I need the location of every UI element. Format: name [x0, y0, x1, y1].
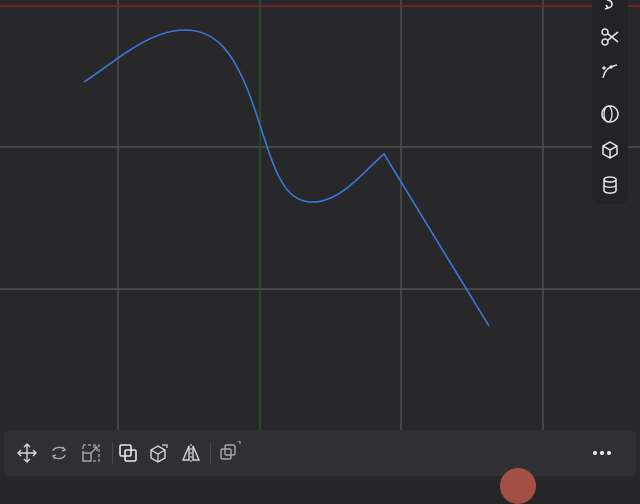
extrude-icon: [150, 444, 168, 463]
spline-tool-button[interactable]: [592, 56, 628, 86]
more-button[interactable]: [584, 438, 620, 468]
sphere-tool-button[interactable]: [592, 99, 628, 129]
mirror-icon: [181, 444, 201, 462]
scale-icon: [82, 444, 100, 462]
boolean-icon: [119, 444, 137, 462]
move-button[interactable]: [12, 438, 42, 468]
boolean-button[interactable]: [113, 438, 143, 468]
cube-icon: [602, 141, 618, 159]
undo-button[interactable]: [592, 0, 628, 20]
more-icon: [593, 451, 611, 455]
viewport-canvas[interactable]: [0, 0, 640, 480]
toolbar-separator: [210, 442, 211, 464]
spline-curve[interactable]: [83, 29, 490, 327]
rotate-icon: [51, 446, 67, 460]
cylinder-tool-button[interactable]: [592, 170, 628, 200]
bottom-toolbar: [4, 430, 636, 476]
toolbar-separator: [112, 442, 113, 464]
scale-button[interactable]: [76, 438, 106, 468]
sphere-icon: [601, 105, 619, 123]
scissors-icon: [601, 28, 619, 46]
record-indicator: [500, 468, 536, 504]
spline-curve-icon: [602, 64, 618, 79]
mirror-button[interactable]: [176, 438, 206, 468]
3d-viewport[interactable]: [0, 0, 640, 480]
duplicate-icon: [220, 441, 241, 460]
undo-icon: [604, 0, 613, 10]
extrude-button[interactable]: [144, 438, 174, 468]
rotate-button[interactable]: [44, 438, 74, 468]
right-toolbar: [592, 0, 628, 204]
cylinder-icon: [603, 176, 617, 194]
cut-button[interactable]: [592, 22, 628, 52]
cube-tool-button[interactable]: [592, 135, 628, 165]
move-icon: [17, 443, 37, 463]
duplicate-button[interactable]: [214, 438, 244, 468]
